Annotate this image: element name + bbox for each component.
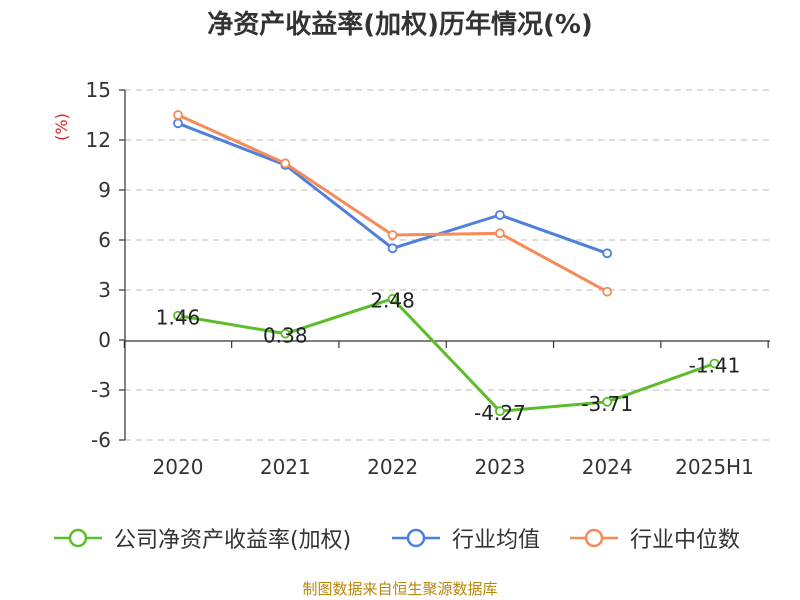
data-point-industry-avg (387, 243, 398, 254)
y-tick-label: -6 (91, 428, 111, 452)
data-point-company (387, 293, 398, 304)
legend-marker-industry-median (570, 528, 618, 548)
y-tick-label: 12 (86, 128, 111, 152)
data-point-industry-avg (173, 118, 183, 129)
y-tick-label: 15 (86, 78, 111, 102)
data-point-industry-median (494, 228, 505, 239)
data-point-company (494, 406, 505, 417)
chart-title: 净资产收益率(加权)历年情况(%) (207, 10, 593, 40)
legend: 公司净资产收益率(加权) 行业均值 行业中位数 (0, 518, 800, 558)
y-tick-label: 0 (98, 328, 111, 352)
legend-label-company: 公司净资产收益率(加权) (114, 528, 352, 553)
data-label: 0.38 (263, 324, 308, 348)
x-tick-label: 2020 (153, 455, 204, 479)
data-point-industry-median (173, 110, 183, 120)
series-line-industry-median (177, 113, 608, 293)
line-chart: -6 -3 0 3 6 9 12 15 2020 2021 2022 2023 2024 2025H1 (%… (52, 78, 770, 479)
data-point-company (602, 396, 613, 407)
legend-item-industry-avg[interactable]: 行业均值 (390, 518, 540, 558)
data-label: 1.46 (156, 306, 201, 330)
x-tick-label: 2025H1 (675, 455, 754, 479)
data-point-industry-avg (602, 248, 613, 259)
legend-item-industry-median[interactable]: 行业中位数 (568, 518, 740, 558)
data-point-company (709, 358, 720, 369)
y-tick-label: 6 (98, 228, 111, 252)
legend-marker-company (54, 528, 102, 548)
x-tick-label: 2022 (367, 455, 418, 479)
data-point-industry-median (387, 230, 398, 240)
data-label: 2.48 (370, 289, 415, 313)
x-tick-label: 2021 (260, 455, 311, 479)
legend-marker-industry-avg (392, 528, 440, 548)
legend-item-company[interactable]: 公司净资产收益率(加权) (52, 518, 351, 558)
x-tick-label: 2024 (582, 455, 633, 479)
legend-label-industry-median: 行业中位数 (630, 528, 741, 553)
y-tick-label: -3 (91, 378, 111, 402)
data-label: -4.27 (474, 401, 526, 425)
data-label: -1.41 (689, 354, 741, 378)
data-label: -3.71 (581, 392, 633, 416)
data-point-company (173, 310, 183, 321)
data-point-industry-avg (494, 210, 505, 220)
y-tick-label: 3 (98, 278, 111, 302)
data-point-company (280, 328, 291, 339)
series-line-company (177, 297, 716, 413)
y-tick-label: 9 (98, 178, 111, 202)
source-footer: 制图数据来自恒生聚源数据库 (302, 580, 498, 598)
x-tick-label: 2023 (474, 455, 525, 479)
data-point-industry-median (280, 158, 291, 169)
legend-label-industry-avg: 行业均值 (452, 528, 541, 553)
y-axis-label: (%) (52, 113, 71, 141)
data-point-industry-median (602, 286, 613, 297)
